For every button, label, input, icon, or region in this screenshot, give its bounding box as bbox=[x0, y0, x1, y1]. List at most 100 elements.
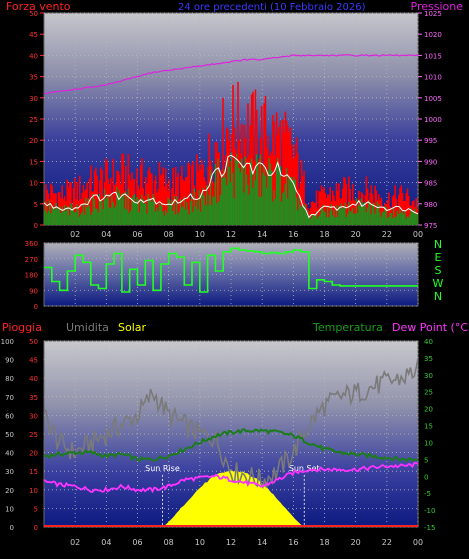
gust-bar bbox=[121, 154, 123, 225]
avg-wind-bar bbox=[85, 197, 87, 225]
gust-bar bbox=[315, 190, 318, 225]
gust-bar bbox=[319, 191, 322, 225]
time-tick-label: 00 bbox=[413, 230, 423, 239]
pressure-tick-label: 1025 bbox=[424, 10, 442, 18]
gust-bar bbox=[349, 188, 351, 225]
avg-wind-bar bbox=[203, 195, 206, 225]
avg-wind-bar bbox=[217, 158, 219, 225]
avg-wind-bar bbox=[81, 211, 83, 225]
humidity-tick-label: 30 bbox=[5, 468, 14, 476]
avg-wind-bar bbox=[307, 210, 309, 225]
gust-bar bbox=[370, 185, 373, 225]
legend-solar: Solar bbox=[118, 321, 147, 334]
avg-wind-bar bbox=[278, 164, 280, 225]
direction-tick-label: 180 bbox=[25, 272, 38, 280]
avg-wind-bar bbox=[350, 210, 353, 225]
pressure-tick-label: 1015 bbox=[424, 52, 442, 60]
pressure-tick-label: 985 bbox=[424, 180, 437, 188]
gust-bar bbox=[252, 91, 254, 225]
avg-wind-bar bbox=[168, 199, 171, 225]
avg-wind-bar bbox=[83, 214, 86, 225]
gust-bar bbox=[113, 185, 116, 225]
avg-wind-bar bbox=[211, 204, 213, 225]
avg-wind-bar bbox=[260, 196, 263, 225]
avg-wind-bar bbox=[179, 199, 182, 225]
avg-wind-bar bbox=[87, 198, 90, 225]
pressure-tick-label: 995 bbox=[424, 137, 437, 145]
direction-tick-label: 270 bbox=[25, 256, 38, 264]
avg-wind-bar bbox=[177, 214, 179, 225]
rain-tick-label: 10 bbox=[29, 487, 38, 495]
avg-wind-bar bbox=[269, 163, 272, 225]
gust-bar bbox=[97, 197, 100, 225]
avg-wind-bar bbox=[198, 190, 201, 225]
pressure-tick-label: 980 bbox=[424, 201, 437, 209]
avg-wind-bar bbox=[302, 204, 304, 225]
avg-wind-bar bbox=[368, 200, 370, 225]
gust-bar bbox=[329, 187, 332, 225]
gust-bar bbox=[123, 190, 126, 225]
rain-tick-label: 25 bbox=[29, 431, 38, 439]
gust-bar bbox=[161, 174, 163, 225]
gust-bar bbox=[297, 153, 299, 225]
gust-bar bbox=[303, 170, 305, 225]
avg-wind-bar bbox=[257, 162, 259, 225]
avg-wind-bar bbox=[264, 175, 267, 225]
avg-wind-bar bbox=[71, 205, 73, 225]
avg-wind-bar bbox=[93, 199, 96, 225]
avg-wind-bar bbox=[63, 204, 66, 225]
avg-wind-bar bbox=[312, 214, 314, 225]
avg-wind-bar bbox=[270, 170, 273, 225]
gust-bar bbox=[139, 164, 142, 225]
gust-bar bbox=[95, 167, 97, 225]
avg-wind-bar bbox=[232, 172, 234, 225]
avg-wind-bar bbox=[182, 206, 184, 225]
avg-wind-bar bbox=[406, 216, 409, 225]
gust-bar bbox=[106, 161, 108, 225]
gust-bar bbox=[391, 196, 394, 225]
avg-wind-bar bbox=[66, 206, 68, 225]
time-tick-label: 12 bbox=[226, 230, 236, 239]
time-tick-label: 14 bbox=[257, 230, 267, 239]
avg-wind-bar bbox=[233, 198, 236, 225]
avg-wind-bar bbox=[295, 197, 298, 225]
avg-wind-bar bbox=[408, 217, 410, 225]
avg-wind-bar bbox=[194, 206, 197, 225]
avg-wind-bar bbox=[163, 215, 166, 225]
gust-bar bbox=[318, 191, 320, 225]
avg-wind-bar bbox=[53, 209, 56, 225]
gust-bar bbox=[394, 185, 396, 225]
avg-wind-bar bbox=[414, 208, 416, 225]
time-tick-label: 02 bbox=[70, 230, 80, 239]
avg-wind-bar bbox=[293, 176, 295, 225]
avg-wind-bar bbox=[139, 201, 142, 225]
gust-bar bbox=[112, 158, 115, 225]
avg-wind-bar bbox=[231, 152, 233, 225]
gust-bar bbox=[400, 185, 403, 225]
gust-bar bbox=[401, 193, 404, 225]
rain-tick-label: 15 bbox=[29, 468, 38, 476]
gust-bar bbox=[162, 167, 164, 225]
avg-wind-bar bbox=[136, 196, 138, 225]
avg-wind-bar bbox=[403, 214, 405, 225]
avg-wind-bar bbox=[315, 211, 318, 225]
humidity-tick-label: 20 bbox=[5, 487, 14, 495]
avg-wind-bar bbox=[388, 216, 390, 225]
avg-wind-bar bbox=[183, 196, 186, 225]
avg-wind-bar bbox=[308, 215, 310, 225]
gust-bar bbox=[126, 194, 128, 225]
avg-wind-bar bbox=[151, 202, 153, 225]
avg-wind-bar bbox=[208, 194, 211, 225]
time-tick-label: 18 bbox=[319, 538, 329, 547]
temperature-tick-label: -10 bbox=[424, 507, 435, 515]
avg-wind-bar bbox=[383, 212, 385, 225]
avg-wind-bar bbox=[214, 164, 217, 225]
gust-bar bbox=[260, 105, 263, 225]
avg-wind-bar bbox=[112, 202, 115, 225]
pressure-tick-label: 1020 bbox=[424, 31, 442, 39]
avg-wind-bar bbox=[73, 212, 76, 225]
avg-wind-bar bbox=[157, 210, 159, 225]
avg-wind-bar bbox=[259, 154, 262, 225]
gust-bar bbox=[343, 176, 345, 225]
